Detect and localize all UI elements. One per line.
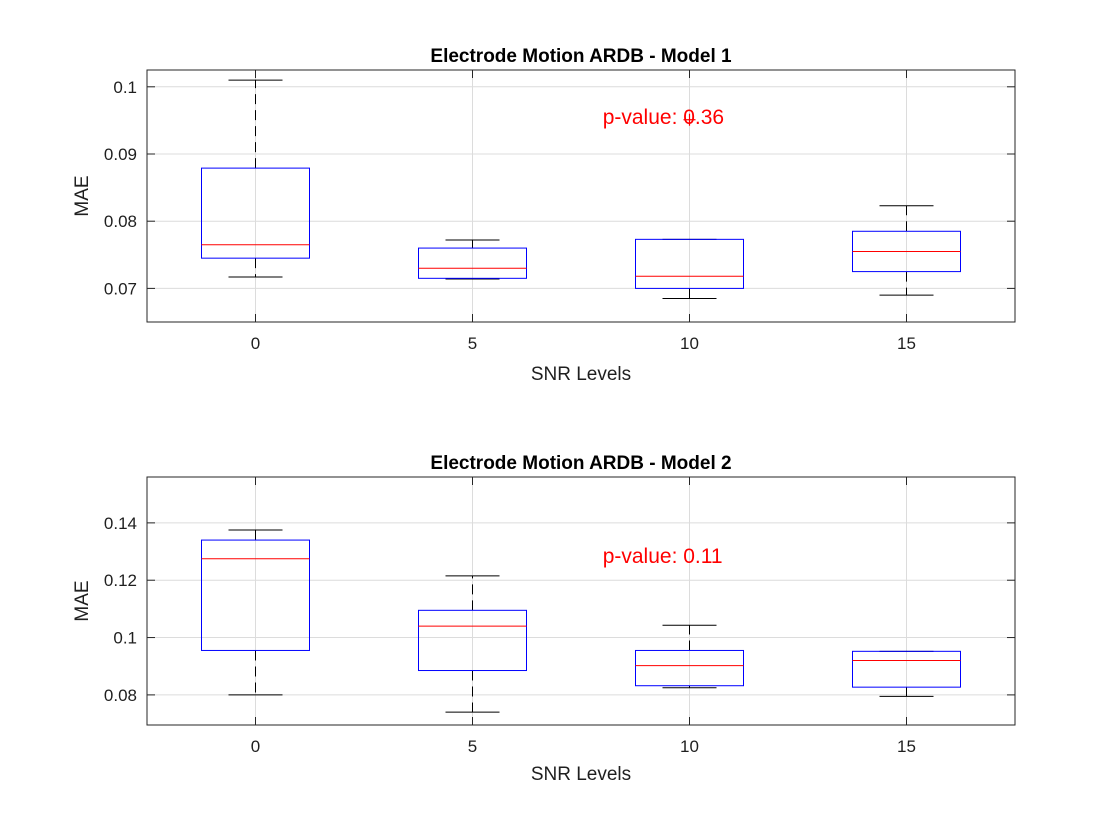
box-5 <box>418 575 527 713</box>
y-axis-label: MAE <box>72 175 93 216</box>
axes-frame <box>146 476 1016 726</box>
box-10 <box>635 113 744 299</box>
p-value-annotation: p-value: 0.11 <box>603 545 723 568</box>
box-0 <box>201 79 310 278</box>
y-tick-label: 0.08 <box>104 212 137 231</box>
x-tick-label: 15 <box>897 737 916 756</box>
x-tick-label: 10 <box>680 737 699 756</box>
x-tick-label: 15 <box>897 334 916 353</box>
axes-frame <box>146 69 1016 323</box>
x-axis-label: SNR Levels <box>531 764 631 785</box>
box-iqr <box>201 539 310 651</box>
box-10 <box>635 624 744 689</box>
box-15 <box>852 650 961 697</box>
y-tick-label: 0.08 <box>104 686 137 705</box>
box-iqr <box>418 247 527 279</box>
x-tick-label: 0 <box>251 737 260 756</box>
y-tick-label: 0.12 <box>104 571 137 590</box>
box-15 <box>852 205 961 296</box>
x-tick-label: 0 <box>251 334 260 353</box>
subplot-1: 0 5 10 15 0.07 0.08 0.09 0.1 Electrode Motion AR… <box>72 46 1016 385</box>
x-tick-label: 5 <box>468 334 477 353</box>
chart-title: Electrode Motion ARDB - Model 2 <box>430 453 731 474</box>
box-iqr <box>201 167 310 259</box>
p-value-annotation: p-value: 0.36 <box>603 106 724 129</box>
outlier-marker <box>683 113 696 126</box>
y-tick-label: 0.09 <box>104 145 137 164</box>
x-axis-label: SNR Levels <box>531 364 631 385</box>
y-tick-label: 0.1 <box>113 78 137 97</box>
box-0 <box>201 529 310 696</box>
y-tick-label: 0.07 <box>104 279 137 298</box>
box-iqr <box>852 650 961 688</box>
axes-background <box>146 69 1016 323</box>
y-tick-label: 0.14 <box>104 514 137 533</box>
chart-title: Electrode Motion ARDB - Model 1 <box>430 46 732 67</box>
y-axis-label: MAE <box>72 580 93 621</box>
x-tick-label: 10 <box>680 334 699 353</box>
box-iqr <box>635 238 744 289</box>
subplot-2: 0 5 10 15 0.08 0.1 0.12 0.14 Electrode Motion AR… <box>72 453 1016 785</box>
box-5 <box>418 239 527 280</box>
box-iqr <box>635 649 744 687</box>
axes-background <box>146 476 1016 726</box>
x-tick-label: 5 <box>468 737 477 756</box>
box-iqr <box>418 609 527 672</box>
y-tick-label: 0.1 <box>113 629 137 648</box>
